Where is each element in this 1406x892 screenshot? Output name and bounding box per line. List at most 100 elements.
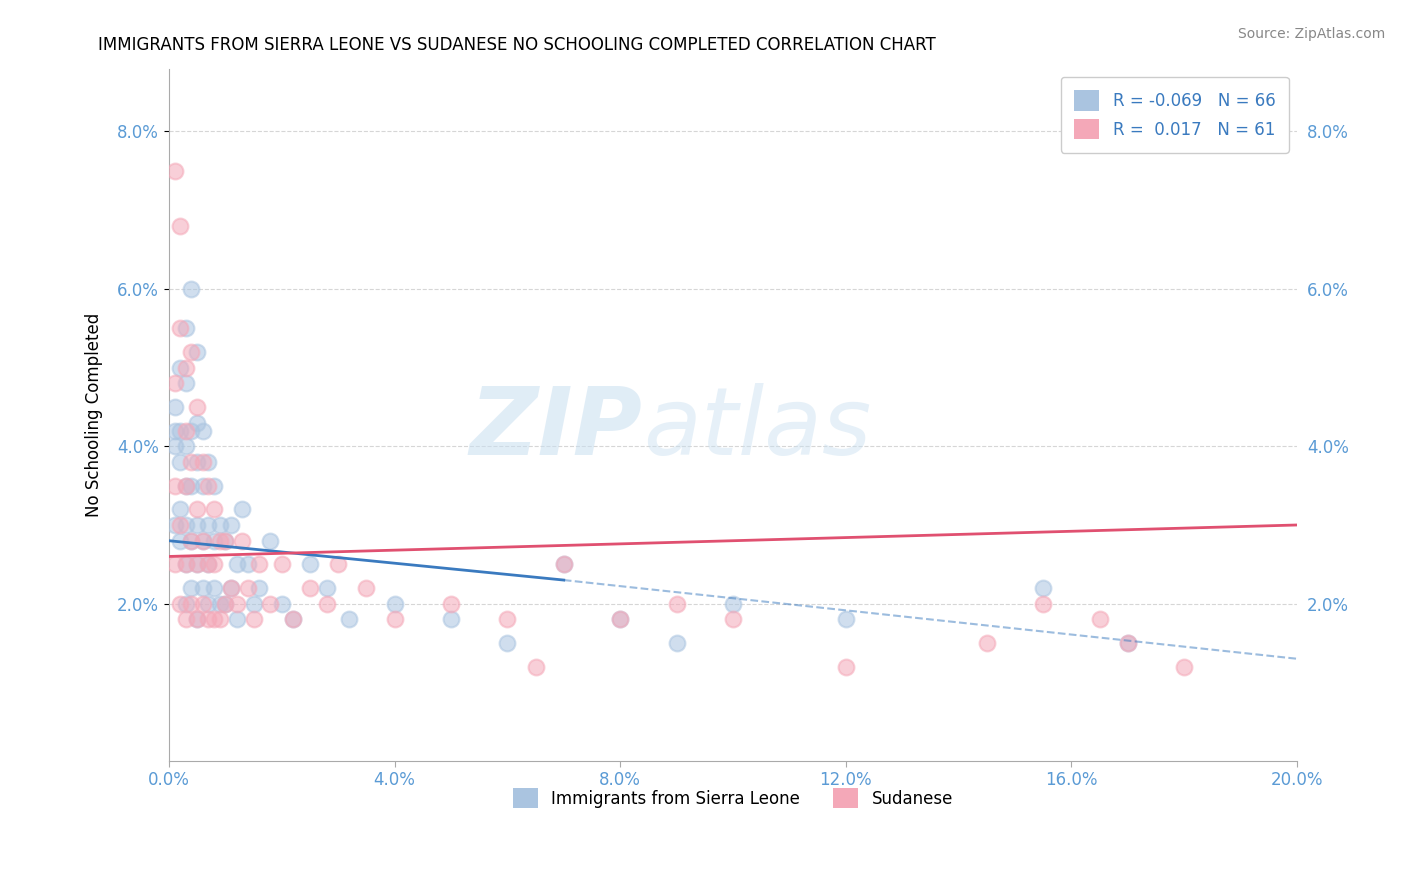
Point [197,558,219,572]
Point [219,518,242,533]
Point [721,612,744,626]
Point [191,533,214,548]
Point [976,636,998,650]
Point [496,636,519,650]
Point [665,597,688,611]
Point [186,502,208,516]
Point [225,558,247,572]
Point [174,321,197,335]
Point [609,612,631,626]
Point [174,612,197,626]
Point [835,659,858,673]
Point [186,612,208,626]
Point [186,558,208,572]
Point [174,376,197,391]
Y-axis label: No Schooling Completed: No Schooling Completed [86,313,103,517]
Point [163,478,186,492]
Point [197,455,219,469]
Point [180,597,202,611]
Point [835,612,858,626]
Point [214,533,236,548]
Point [174,478,197,492]
Point [281,612,304,626]
Point [231,533,253,548]
Point [180,282,202,296]
Point [163,400,186,414]
Point [214,533,236,548]
Point [174,518,197,533]
Point [208,597,231,611]
Point [440,612,463,626]
Point [169,455,191,469]
Point [214,597,236,611]
Point [214,597,236,611]
Point [247,558,270,572]
Point [208,518,231,533]
Point [180,478,202,492]
Point [174,424,197,438]
Text: atlas: atlas [643,384,870,475]
Point [186,455,208,469]
Point [609,612,631,626]
Point [169,597,191,611]
Point [186,612,208,626]
Point [191,597,214,611]
Point [208,533,231,548]
Point [524,659,547,673]
Point [174,597,197,611]
Point [1173,659,1195,673]
Point [186,400,208,414]
Point [202,478,225,492]
Point [163,164,186,178]
Point [665,636,688,650]
Point [186,344,208,359]
Point [169,219,191,233]
Point [219,581,242,595]
Point [174,360,197,375]
Point [298,558,321,572]
Point [197,518,219,533]
Point [315,597,337,611]
Point [231,502,253,516]
Point [225,612,247,626]
Point [186,416,208,430]
Point [191,424,214,438]
Point [197,612,219,626]
Point [384,612,406,626]
Point [202,502,225,516]
Point [163,558,186,572]
Point [202,533,225,548]
Point [270,597,292,611]
Point [553,558,575,572]
Legend: Immigrants from Sierra Leone, Sudanese: Immigrants from Sierra Leone, Sudanese [506,781,960,815]
Point [247,581,270,595]
Point [169,321,191,335]
Point [281,612,304,626]
Point [174,558,197,572]
Point [174,478,197,492]
Point [163,424,186,438]
Point [384,597,406,611]
Point [197,597,219,611]
Text: IMMIGRANTS FROM SIERRA LEONE VS SUDANESE NO SCHOOLING COMPLETED CORRELATION CHAR: IMMIGRANTS FROM SIERRA LEONE VS SUDANESE… [98,36,936,54]
Point [180,344,202,359]
Point [174,439,197,453]
Point [219,581,242,595]
Point [191,478,214,492]
Point [169,360,191,375]
Point [236,558,259,572]
Point [1088,612,1111,626]
Point [202,558,225,572]
Point [174,558,197,572]
Point [202,612,225,626]
Point [259,533,281,548]
Point [180,533,202,548]
Point [339,612,361,626]
Point [242,597,264,611]
Point [197,558,219,572]
Point [259,597,281,611]
Point [180,424,202,438]
Text: Source: ZipAtlas.com: Source: ZipAtlas.com [1237,27,1385,41]
Point [180,533,202,548]
Point [186,558,208,572]
